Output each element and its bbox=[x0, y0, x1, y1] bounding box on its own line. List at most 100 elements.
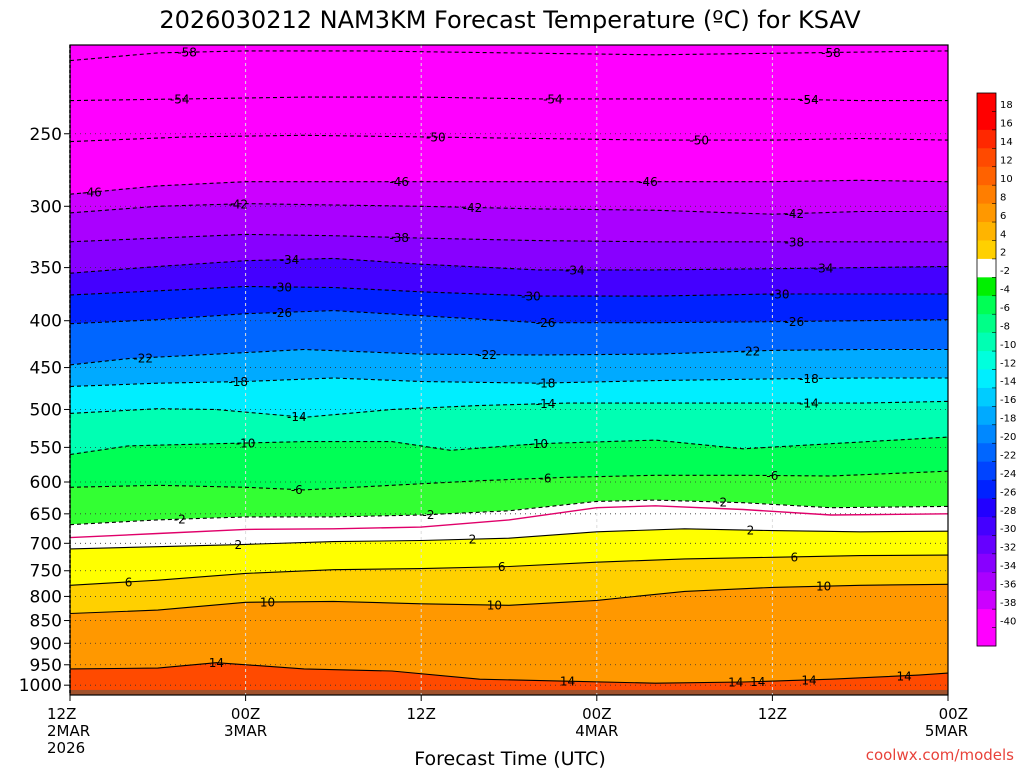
colorbar-label: -16 bbox=[1000, 395, 1016, 406]
contour-label: -2 bbox=[423, 508, 435, 522]
contour-label: -30 bbox=[770, 287, 790, 301]
colorbar-swatch bbox=[977, 332, 996, 352]
colorbar-swatch bbox=[977, 516, 996, 536]
contour-label: -26 bbox=[272, 306, 292, 320]
isotherm--18 bbox=[70, 377, 948, 388]
contour-label: -2 bbox=[174, 513, 186, 527]
y-tick-label: 950 bbox=[30, 656, 62, 676]
x-tick-label: 00Z bbox=[939, 705, 968, 723]
contour-label: -6 bbox=[766, 469, 778, 483]
contour-label: -14 bbox=[799, 397, 819, 411]
x-tick-label: 4MAR bbox=[575, 722, 618, 740]
contour-label: -2 bbox=[715, 496, 727, 510]
x-tick-label: 3MAR bbox=[224, 722, 267, 740]
isotherm--50 bbox=[70, 134, 948, 143]
colorbar-label: -8 bbox=[1000, 321, 1010, 332]
contour-label: -54 bbox=[543, 92, 563, 106]
colorbar-swatch bbox=[977, 258, 996, 278]
colorbar-label: 2 bbox=[1000, 248, 1006, 259]
colorbar-label: -10 bbox=[1000, 340, 1016, 351]
colorbar-swatch bbox=[977, 443, 996, 463]
colorbar-label: -18 bbox=[1000, 414, 1016, 425]
colorbar-swatch bbox=[977, 111, 996, 131]
colorbar-label: -14 bbox=[1000, 377, 1016, 388]
colorbar-swatch bbox=[977, 627, 996, 647]
colorbar-label: -4 bbox=[1000, 285, 1010, 296]
isotherm-lines bbox=[70, 50, 948, 684]
y-tick-label: 350 bbox=[30, 259, 62, 279]
contour-label: -58 bbox=[821, 46, 841, 60]
y-tick-label: 850 bbox=[30, 612, 62, 632]
isotherm-6 bbox=[70, 554, 948, 586]
contour-label: 14 bbox=[896, 669, 911, 683]
colorbar-swatch bbox=[977, 314, 996, 334]
isotherm--54 bbox=[70, 96, 948, 102]
colorbar-label: -6 bbox=[1000, 303, 1010, 314]
isotherm--58 bbox=[70, 50, 948, 62]
y-axis: 2503003504004505005506006507007508008509… bbox=[19, 125, 70, 696]
colorbar-swatch bbox=[977, 590, 996, 610]
grid bbox=[70, 45, 948, 695]
y-tick-label: 450 bbox=[30, 359, 62, 379]
colorbar-swatch bbox=[977, 424, 996, 444]
colorbar-label: -40 bbox=[1000, 616, 1016, 627]
colorbar-swatch bbox=[977, 351, 996, 370]
colorbar-label: 16 bbox=[1000, 119, 1013, 130]
colorbar-swatch bbox=[977, 277, 996, 297]
colorbar-label: -28 bbox=[1000, 506, 1016, 517]
colorbar-label: -2 bbox=[1000, 266, 1010, 277]
colorbar-swatch bbox=[977, 609, 996, 629]
colorbar-label: -26 bbox=[1000, 487, 1016, 498]
colorbar-label: 18 bbox=[1000, 100, 1013, 111]
colorbar-swatch bbox=[977, 535, 996, 555]
surface-strip bbox=[70, 689, 948, 695]
contour-label: 14 bbox=[209, 656, 224, 670]
contour-label: -26 bbox=[785, 315, 805, 329]
colorbar-label: -32 bbox=[1000, 543, 1016, 554]
colorbar-label: -38 bbox=[1000, 598, 1016, 609]
contour-label: -14 bbox=[536, 397, 556, 411]
contour-label: -42 bbox=[228, 197, 248, 211]
contour-label: -22 bbox=[133, 351, 153, 365]
colorbar-swatch bbox=[977, 572, 996, 592]
y-tick-label: 600 bbox=[30, 473, 62, 493]
isotherm--14 bbox=[70, 400, 948, 418]
colorbar-swatch bbox=[977, 148, 996, 168]
contour-label: -14 bbox=[287, 410, 307, 424]
contour-label: -50 bbox=[426, 131, 446, 145]
contour-label: -42 bbox=[785, 207, 805, 221]
colorbar-label: 6 bbox=[1000, 211, 1006, 222]
contour-label: -34 bbox=[565, 263, 585, 277]
contour-label: -6 bbox=[291, 483, 303, 497]
y-tick-label: 500 bbox=[30, 400, 62, 420]
y-tick-label: 800 bbox=[30, 587, 62, 607]
contour-label: 10 bbox=[816, 580, 831, 594]
colorbar-swatch bbox=[977, 129, 996, 149]
colorbar-swatch bbox=[977, 461, 996, 481]
colorbar-swatch bbox=[977, 369, 996, 389]
isotherm-2 bbox=[70, 528, 948, 550]
contour-label: -46 bbox=[389, 175, 409, 189]
contour-label: -54 bbox=[799, 93, 819, 107]
colorbar-swatch bbox=[977, 498, 996, 518]
contour-label: -38 bbox=[785, 235, 805, 249]
colorbar: 18 16 14 12 10 8 6 4 2 -2 -4 -6 -8 -10 -12 -14 -16 -18 -20… bbox=[976, 92, 1016, 647]
colorbar-swatch bbox=[977, 240, 996, 260]
x-tick-label: 12Z bbox=[407, 705, 436, 723]
contour-label: 10 bbox=[260, 596, 275, 610]
colorbar-label: 10 bbox=[1000, 174, 1013, 185]
colorbar-label: 8 bbox=[1000, 192, 1006, 203]
contour-label: -34 bbox=[280, 253, 300, 267]
contour-label: 6 bbox=[498, 560, 506, 574]
contour-label: -46 bbox=[82, 186, 102, 200]
contour-label: -46 bbox=[638, 175, 658, 189]
contour-label: -26 bbox=[536, 316, 556, 330]
contour-label: -58 bbox=[177, 46, 197, 60]
isotherm--10 bbox=[70, 436, 948, 456]
contour-label: 6 bbox=[125, 575, 133, 589]
y-tick-label: 650 bbox=[30, 505, 62, 525]
credit-text: coolwx.com/models bbox=[866, 746, 1014, 764]
y-tick-label: 750 bbox=[30, 562, 62, 582]
colorbar-label: -36 bbox=[1000, 579, 1016, 590]
